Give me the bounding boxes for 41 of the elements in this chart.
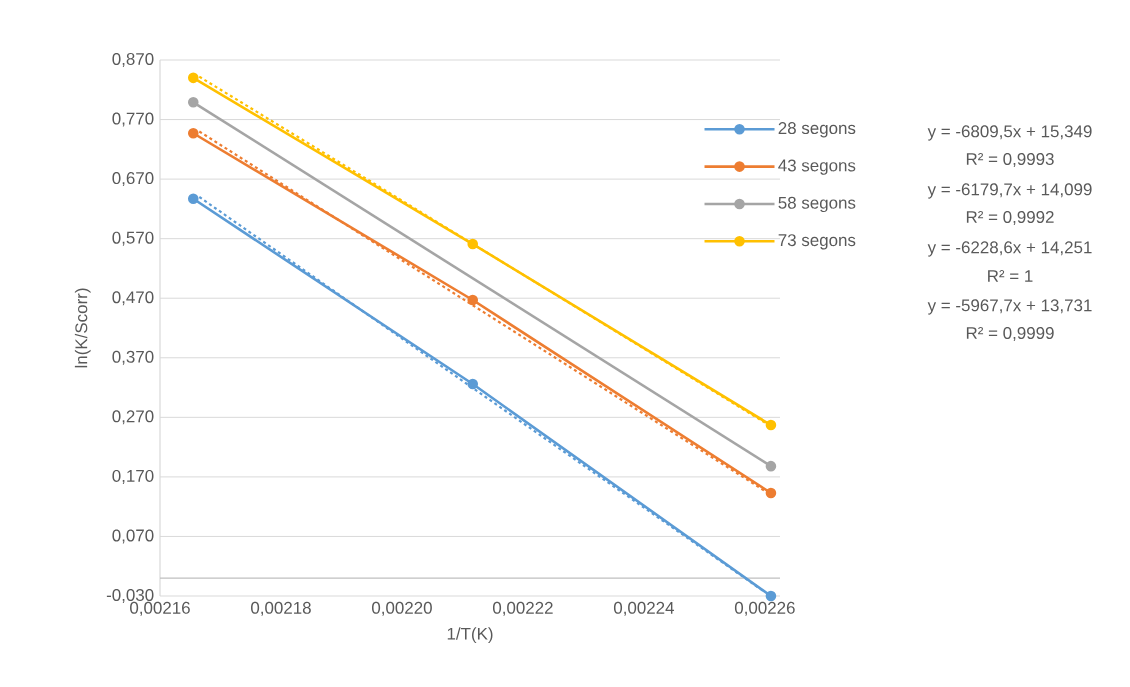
legend-label: 73 segons (778, 234, 856, 250)
legend-label: 43 segons (778, 159, 856, 175)
text: y = -6809,5x + 15,349 (927, 125, 1092, 141)
y-tick-label: 0,870 (112, 53, 154, 67)
y-tick-label: -0,030 (106, 589, 154, 603)
point (765, 419, 777, 431)
x-axis-title: 1/T(K) (447, 627, 493, 644)
text: y = -5967,7x + 13,731 (927, 299, 1092, 315)
text: y = -6228,6x + 14,251 (927, 241, 1092, 257)
legend-label: 28 segons (778, 122, 856, 138)
text: R² = 1 (988, 270, 1033, 282)
point (467, 294, 479, 306)
y-tick-label: 0,670 (112, 172, 154, 187)
x-tick-label: 0,00218 (251, 601, 311, 616)
y-tick-label: 0,070 (112, 529, 154, 544)
x-tick-label: 0,00220 (372, 601, 432, 616)
point (467, 238, 479, 250)
text: y = -6179,7x + 14,099 (927, 183, 1092, 199)
y-tick-label: 0,270 (112, 410, 154, 425)
point (187, 72, 199, 84)
text: R² = 0,9999 (966, 327, 1054, 341)
y-tick-label: 0,370 (112, 350, 154, 365)
y-tick-label: 0,570 (112, 231, 154, 246)
y-axis-title: ln(K/Scorr) (74, 288, 91, 368)
point (187, 193, 199, 205)
point (187, 96, 199, 108)
point (765, 590, 777, 602)
x-tick-label: 0,00216 (130, 601, 190, 616)
y-tick-label: 0,170 (112, 469, 154, 484)
point (467, 378, 479, 390)
x-tick-label: 0,00222 (492, 601, 553, 616)
text: R² = 0,9992 (966, 211, 1054, 225)
legend-label: 58 segons (778, 196, 856, 213)
point (765, 487, 777, 499)
x-tick-label: 0,00226 (734, 601, 795, 616)
point (187, 127, 199, 139)
y-tick-label: 0,470 (112, 291, 154, 306)
y-tick-label: 0,770 (112, 112, 154, 127)
text: R² = 0,9993 (966, 152, 1054, 167)
x-tick-label: 0,00224 (613, 601, 675, 616)
point (765, 460, 777, 472)
